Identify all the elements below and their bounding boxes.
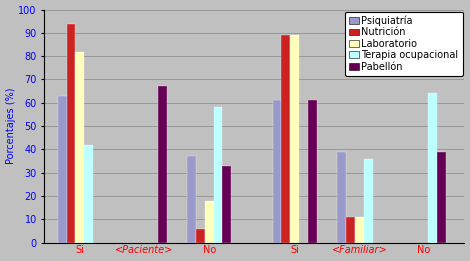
Bar xyxy=(290,35,299,243)
Bar xyxy=(346,217,355,243)
Bar xyxy=(158,86,167,243)
Bar xyxy=(438,152,446,243)
Bar xyxy=(222,166,231,243)
Bar xyxy=(337,152,346,243)
Bar xyxy=(67,23,76,243)
Bar xyxy=(205,201,213,243)
Bar xyxy=(187,156,196,243)
Bar xyxy=(196,229,205,243)
Bar xyxy=(282,35,290,243)
Bar xyxy=(213,108,222,243)
Y-axis label: Porcentajes (%): Porcentajes (%) xyxy=(6,88,16,164)
Bar xyxy=(429,93,438,243)
Bar xyxy=(355,217,364,243)
Bar xyxy=(76,51,84,243)
Bar xyxy=(308,100,317,243)
Bar xyxy=(364,159,373,243)
Bar xyxy=(273,100,282,243)
Bar xyxy=(84,145,93,243)
Legend: Psiquiatría, Nutrición, Laboratorio, Terapia ocupacional, Pabellón: Psiquiatría, Nutrición, Laboratorio, Ter… xyxy=(345,11,462,76)
Bar xyxy=(58,96,67,243)
